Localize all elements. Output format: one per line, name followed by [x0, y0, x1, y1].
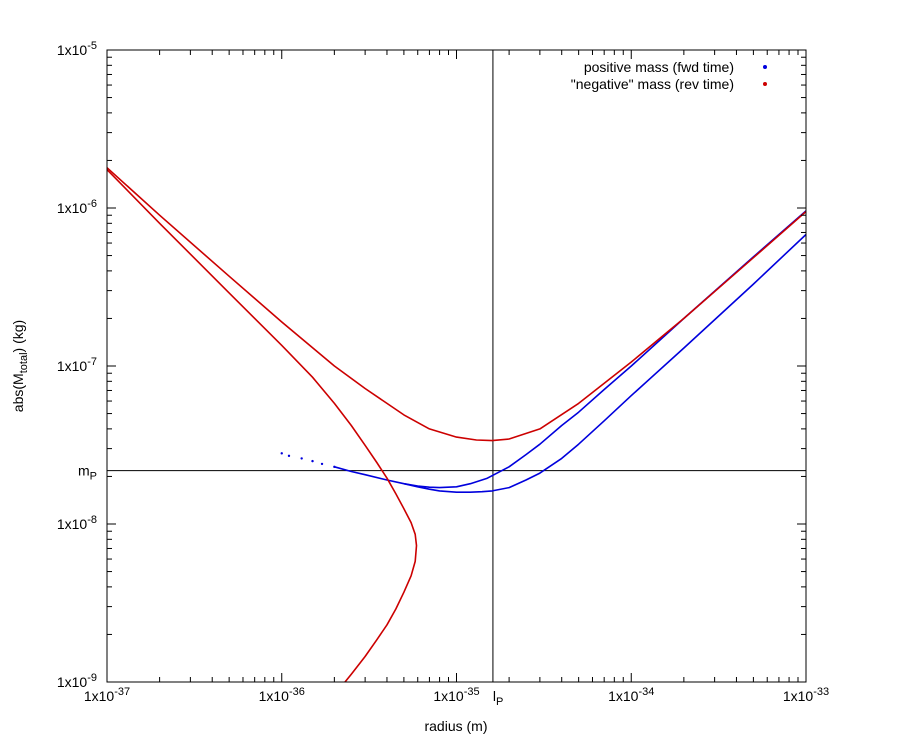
positive-mass-point: [320, 462, 324, 466]
legend-marker-positive-mass: [763, 65, 767, 69]
x-axis-title: radius (m): [424, 718, 487, 734]
x-tick-label-exponent: -34: [638, 686, 654, 698]
planck-mass-label: mP: [78, 463, 97, 483]
x-tick-label-exponent: -37: [114, 686, 130, 698]
positive-mass-point: [311, 459, 314, 463]
y-tick-label-exponent: -8: [87, 514, 97, 526]
x-tick-label: 1x10-37: [84, 686, 130, 704]
negative-mass-curve-1: [107, 167, 806, 442]
y-tick-label-base: 1x10: [57, 674, 88, 690]
x-tick-label-base: 1x10: [608, 688, 639, 704]
positive-mass-curve-2: [334, 210, 806, 489]
y-tick-label-base: 1x10: [57, 200, 88, 216]
x-tick-label-exponent: -33: [813, 686, 829, 698]
y-tick-label-exponent: -7: [87, 356, 97, 368]
plot-area: [107, 167, 806, 682]
positive-mass-point: [300, 457, 303, 460]
planck-length-label: lP: [493, 688, 503, 708]
y-tick-label-base: 1x10: [57, 516, 88, 532]
y-axis-title: abs(Mtotal) (kg): [10, 320, 30, 412]
x-tick-label: 1x10-35: [433, 686, 479, 704]
x-tick-label-exponent: -35: [464, 686, 480, 698]
planck-length-label-subscript: P: [496, 696, 503, 708]
y-axis-title-suffix: ) (kg): [10, 320, 26, 353]
legend-label-negative-mass: "negative" mass (rev time): [571, 76, 734, 92]
y-tick-label: 1x10-6: [57, 198, 97, 216]
planck-mass-label-subscript: P: [90, 471, 97, 483]
y-tick-label: 1x10-5: [57, 40, 97, 58]
x-tick-label-base: 1x10: [84, 688, 115, 704]
x-tick-label: 1x10-34: [608, 686, 654, 704]
positive-mass-curve-3: [403, 233, 806, 494]
x-tick-label-base: 1x10: [433, 688, 464, 704]
negative-mass-curve-2: [107, 169, 418, 682]
y-tick-label: 1x10-7: [57, 356, 97, 374]
y-tick-label-exponent: -5: [87, 40, 97, 52]
axis-ticks: 1x10-37 1x10-36 1x10-35 1x10-34 1x10-331x10-…: [57, 40, 829, 708]
y-tick-label-base: 1x10: [57, 42, 88, 58]
y-tick-label-base: 1x10: [57, 358, 88, 374]
legend-label-positive-mass: positive mass (fwd time): [584, 59, 734, 75]
positive-mass-point: [287, 454, 291, 458]
y-tick-label: 1x10-9: [57, 672, 97, 690]
x-tick-label-base: 1x10: [259, 688, 290, 704]
reference-lines: [107, 50, 806, 682]
x-tick-label-base: 1x10: [783, 688, 814, 704]
x-tick-label: 1x10-36: [259, 686, 305, 704]
y-tick-label-exponent: -6: [87, 198, 97, 210]
y-axis-title-subscript: total: [18, 352, 30, 373]
legend: positive mass (fwd time) "negative" mass…: [571, 59, 767, 92]
planck-length-label-base: l: [493, 688, 496, 704]
y-tick-label: 1x10-8: [57, 514, 97, 532]
planck-mass-label-base: m: [78, 463, 90, 479]
positive-mass-point: [280, 452, 283, 455]
legend-marker-negative-mass: [763, 82, 767, 86]
x-tick-label-exponent: -36: [289, 686, 305, 698]
x-tick-label: 1x10-33: [783, 686, 829, 704]
y-axis-title-prefix: abs(M: [10, 373, 26, 412]
y-tick-label-exponent: -9: [87, 672, 97, 684]
